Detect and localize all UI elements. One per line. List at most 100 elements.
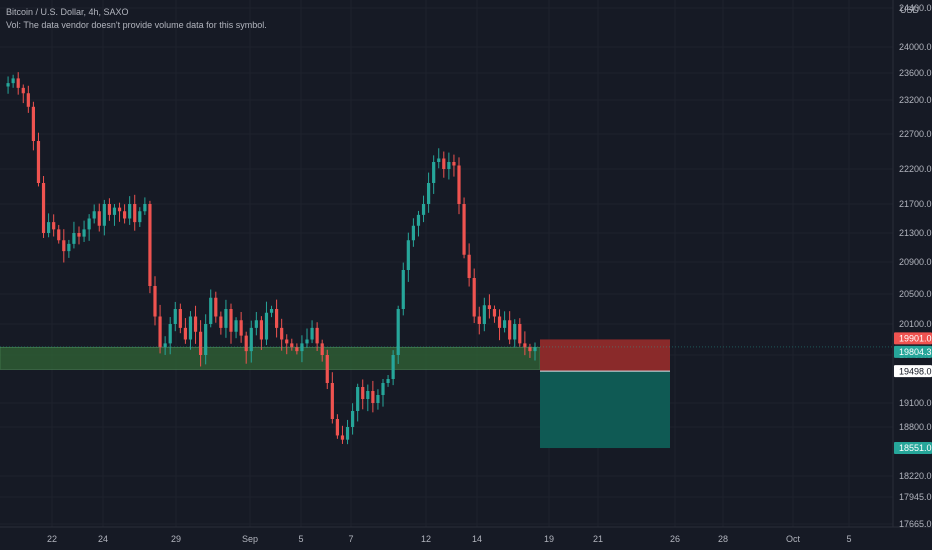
candle-body	[401, 270, 405, 309]
candle-body	[366, 391, 370, 399]
candle-body	[290, 343, 294, 348]
candle-body	[335, 419, 339, 436]
candle-body	[492, 309, 497, 317]
candle-body	[371, 391, 375, 403]
candle-body	[503, 320, 507, 328]
candle-body	[128, 204, 132, 219]
candle-body	[330, 383, 334, 419]
y-tick-label: 23600.0	[899, 68, 932, 78]
candle-body	[411, 225, 415, 241]
take-profit-box[interactable]	[540, 371, 670, 449]
candle-body	[193, 316, 198, 332]
candle-body	[143, 204, 147, 212]
candle-body	[528, 347, 532, 352]
candle-body	[244, 335, 248, 352]
x-tick-label: 5	[846, 534, 851, 544]
candle-body	[477, 316, 481, 324]
candle-body	[188, 316, 193, 340]
candle-body	[325, 355, 329, 383]
candle-body	[396, 309, 400, 355]
candle-body	[376, 395, 380, 403]
candle-body	[31, 106, 35, 141]
candle-body	[102, 204, 106, 226]
candle-body	[47, 222, 51, 233]
x-tick-label: 21	[593, 534, 603, 544]
y-tick-label: 17945.0	[899, 492, 932, 502]
support-zone	[0, 346, 541, 370]
price-axis: 24400.0 24000.0 23600.0 23200.0 22700.0 22200…	[899, 3, 932, 529]
candle-body	[310, 327, 314, 340]
candle-body	[107, 204, 111, 215]
candle-body	[305, 339, 309, 344]
candle-body	[386, 379, 390, 383]
candle-body	[133, 204, 137, 223]
candle-body	[148, 204, 152, 286]
symbol-title[interactable]: Bitcoin / U.S. Dollar, 4h, SAXO	[6, 7, 129, 17]
candle-body	[356, 387, 360, 411]
candle-body	[87, 218, 91, 230]
candle-body	[442, 158, 446, 169]
candle-body	[183, 327, 187, 340]
y-tick-label: 24400.0	[899, 3, 932, 13]
candle-body	[41, 183, 46, 233]
y-tick-label: 24000.0	[899, 42, 932, 52]
candle-body	[482, 305, 486, 324]
price-badge-label: 19901.0	[899, 334, 932, 344]
candle-body	[487, 305, 491, 309]
candle-body	[269, 309, 274, 313]
x-tick-label: 26	[670, 534, 680, 544]
price-badge-entry	[894, 365, 932, 378]
candle-body	[229, 309, 233, 332]
time-axis: 22 24 29 Sep 5 7 12 14 19 21 26 28 Oct 5	[47, 534, 852, 544]
candle-body	[224, 309, 228, 328]
candle-body	[264, 312, 269, 340]
price-badge-last	[894, 345, 932, 358]
y-tick-label: 19100.0	[899, 398, 932, 408]
candle-body	[254, 320, 258, 328]
candle-body	[472, 278, 476, 317]
candle-body	[523, 343, 527, 348]
stop-loss-box[interactable]	[540, 339, 670, 372]
candle-body	[214, 297, 218, 317]
candle-body	[117, 207, 122, 212]
y-tick-label: 21300.0	[899, 228, 932, 238]
candle-body	[123, 211, 127, 219]
candle-body	[62, 240, 66, 252]
candle-body	[452, 162, 456, 166]
candle-body	[457, 165, 461, 204]
candle-body	[26, 93, 30, 107]
candle-body	[285, 339, 289, 344]
candle-body	[21, 87, 25, 94]
candle-body	[518, 324, 522, 344]
x-tick-label: 14	[472, 534, 482, 544]
candle-body	[497, 316, 502, 328]
candle-body	[57, 229, 61, 241]
price-badge-target	[894, 442, 932, 455]
candle-body	[320, 343, 324, 355]
x-tick-label: 28	[718, 534, 728, 544]
candle-body	[82, 229, 86, 237]
candle-body	[138, 211, 142, 223]
candle-body	[158, 316, 162, 348]
candle-body	[351, 411, 355, 427]
candle-body	[16, 78, 20, 88]
candle-body	[340, 435, 345, 440]
candle-body	[92, 211, 96, 219]
x-tick-label: Sep	[242, 534, 258, 544]
candle-body	[416, 214, 421, 226]
candle-body	[199, 331, 203, 355]
candlestick-series	[6, 72, 537, 445]
candle-body	[406, 240, 410, 270]
candle-body	[391, 355, 395, 379]
candle-body	[295, 347, 299, 352]
candle-body	[513, 324, 517, 340]
y-tick-label: 20500.0	[899, 289, 932, 299]
candle-body	[447, 162, 451, 169]
candle-body	[432, 162, 436, 183]
candle-body	[345, 427, 350, 440]
candle-body	[11, 78, 15, 84]
candle-body	[427, 183, 431, 204]
chart-legend: Bitcoin / U.S. Dollar, 4h, SAXO Vol: The…	[6, 6, 267, 32]
candle-body	[178, 309, 182, 328]
